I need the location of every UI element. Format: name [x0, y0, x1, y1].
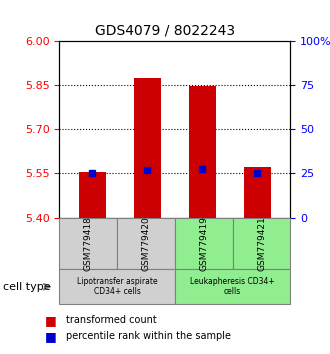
Text: ■: ■ [45, 330, 57, 343]
Text: GSM779419: GSM779419 [199, 216, 208, 271]
Text: cell type: cell type [3, 282, 51, 292]
Bar [233, 218, 290, 269]
Bar [244, 167, 271, 218]
Bar [59, 218, 117, 269]
Text: Leukapheresis CD34+
cells: Leukapheresis CD34+ cells [190, 277, 275, 296]
Text: transformed count: transformed count [66, 315, 157, 325]
Text: GDS4079 / 8022243: GDS4079 / 8022243 [95, 23, 235, 37]
Text: Lipotransfer aspirate
CD34+ cells: Lipotransfer aspirate CD34+ cells [77, 277, 157, 296]
Text: ■: ■ [45, 314, 57, 327]
Text: GSM779418: GSM779418 [84, 216, 93, 271]
Text: GSM779421: GSM779421 [257, 216, 266, 271]
Bar [134, 78, 161, 218]
Bar [175, 218, 233, 269]
Bar [79, 172, 106, 218]
Bar [117, 218, 175, 269]
Bar [189, 86, 216, 218]
Bar [59, 269, 175, 304]
Text: percentile rank within the sample: percentile rank within the sample [66, 331, 231, 341]
Text: GSM779420: GSM779420 [142, 216, 150, 271]
Bar [175, 269, 290, 304]
